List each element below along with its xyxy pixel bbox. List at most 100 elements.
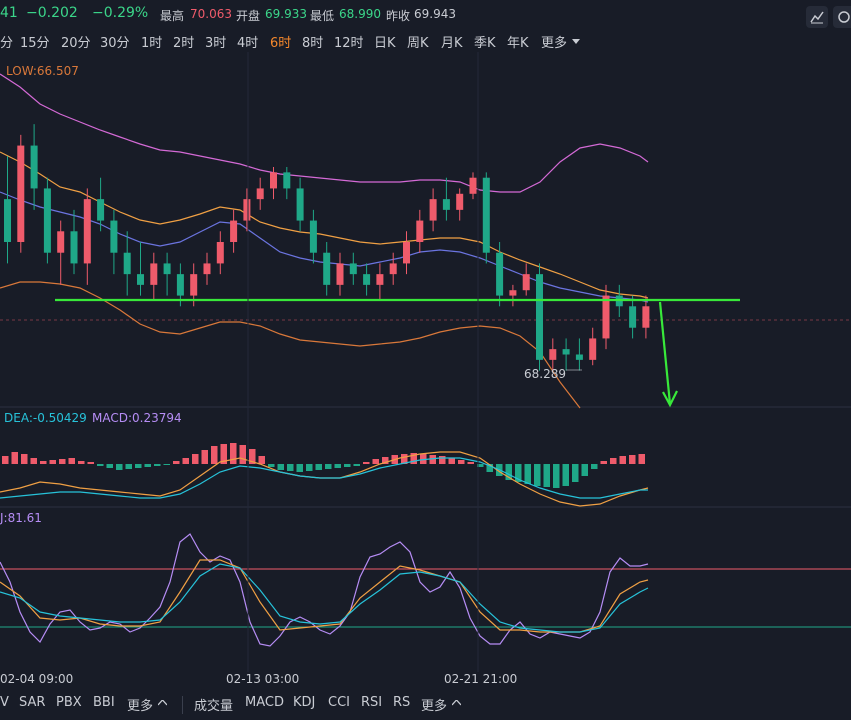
candle-body[interactable]: [522, 274, 530, 291]
period-2h[interactable]: 2时: [173, 36, 195, 51]
candle-body[interactable]: [57, 231, 65, 253]
period-year[interactable]: 年K: [507, 36, 529, 51]
candle-body[interactable]: [429, 199, 437, 221]
candle-body[interactable]: [83, 199, 91, 264]
period-6h[interactable]: 6时: [270, 36, 292, 51]
period-quarter[interactable]: 季K: [474, 36, 496, 51]
period-30m[interactable]: 30分: [100, 36, 130, 51]
candle-body[interactable]: [30, 145, 38, 189]
low-value: 68.990: [339, 7, 381, 21]
macd-bar: [629, 455, 636, 464]
candle-body[interactable]: [243, 199, 251, 221]
trend-arrow[interactable]: [658, 301, 672, 405]
candle-body[interactable]: [283, 172, 291, 189]
candle-body[interactable]: [110, 220, 118, 253]
candle-body[interactable]: [163, 263, 171, 275]
period-15m[interactable]: 15分: [20, 36, 50, 51]
tab-cci[interactable]: CCI: [328, 695, 350, 710]
kdj-d-line: [0, 563, 649, 633]
candle-body[interactable]: [496, 252, 504, 296]
candle-body[interactable]: [309, 220, 317, 253]
period-12h[interactable]: 12时: [334, 36, 364, 51]
candle-body[interactable]: [4, 199, 11, 242]
candle-body[interactable]: [469, 177, 477, 194]
chevron-up-icon: [452, 700, 461, 706]
tab-volume[interactable]: 成交量: [194, 699, 234, 714]
tab-bbi[interactable]: BBI: [93, 695, 115, 710]
period-4h[interactable]: 4时: [237, 36, 259, 51]
period-8h[interactable]: 8时: [302, 36, 324, 51]
candle-body[interactable]: [363, 274, 371, 285]
tab-rs[interactable]: RS: [393, 695, 411, 710]
macd-bar: [182, 458, 189, 464]
period-day[interactable]: 日K: [374, 36, 396, 51]
candle-body[interactable]: [549, 349, 557, 360]
arrow-head-icon: [662, 390, 678, 408]
time-label-1: 02-04 09:00: [0, 672, 73, 686]
candle-body[interactable]: [336, 263, 344, 285]
candle-body[interactable]: [416, 220, 424, 242]
candle-body[interactable]: [629, 306, 637, 328]
candle-body[interactable]: [376, 274, 384, 285]
tab-more-right[interactable]: 更多: [421, 699, 448, 714]
candle-body[interactable]: [203, 263, 211, 275]
candle-body[interactable]: [216, 242, 224, 264]
candle-body[interactable]: [43, 188, 51, 253]
tab-macd[interactable]: MACD: [245, 695, 284, 710]
candle-body[interactable]: [17, 145, 25, 242]
macd-bar: [49, 460, 56, 464]
candle-body[interactable]: [403, 242, 410, 264]
candle-body[interactable]: [575, 354, 583, 360]
period-20m[interactable]: 20分: [61, 36, 91, 51]
candle-body[interactable]: [150, 263, 158, 285]
period-week[interactable]: 周K: [407, 36, 429, 51]
macd-bar: [154, 464, 161, 466]
tab-kdj[interactable]: KDJ: [293, 695, 316, 710]
candle-body[interactable]: [296, 188, 304, 221]
tab-pbx[interactable]: PBX: [56, 695, 82, 710]
macd-bar: [268, 464, 275, 467]
tab-v[interactable]: V: [0, 695, 9, 710]
candle-body[interactable]: [256, 188, 264, 200]
dea-line: [0, 457, 648, 499]
candle-body[interactable]: [562, 349, 570, 355]
line-tool-button[interactable]: [806, 6, 828, 28]
candle-body[interactable]: [642, 306, 650, 328]
macd-bar: [515, 464, 522, 482]
tab-rsi[interactable]: RSI: [361, 695, 383, 710]
high-value: 70.063: [190, 7, 232, 21]
macd-bar: [306, 464, 313, 471]
period-month[interactable]: 月K: [441, 36, 463, 51]
chart-area[interactable]: LOW:66.507 68.289 DEA:-0.50429 MACD:0.23…: [0, 52, 851, 690]
candle-body[interactable]: [602, 295, 610, 339]
candle-body[interactable]: [270, 172, 277, 189]
candle-body[interactable]: [456, 193, 464, 210]
period-1h[interactable]: 1时: [141, 36, 163, 51]
tab-sar[interactable]: SAR: [19, 695, 46, 710]
macd-bar: [277, 464, 284, 470]
dif-line: [0, 451, 649, 507]
candle-body[interactable]: [442, 199, 450, 210]
period-1[interactable]: 分: [0, 36, 14, 51]
candle-body[interactable]: [389, 263, 397, 275]
candle-body[interactable]: [509, 290, 517, 296]
candle-body[interactable]: [190, 274, 198, 296]
candle-body[interactable]: [176, 274, 184, 296]
candle-body[interactable]: [123, 252, 131, 275]
candle-body[interactable]: [323, 252, 331, 285]
candle-body[interactable]: [97, 199, 105, 221]
candle-body[interactable]: [589, 338, 597, 360]
period-more[interactable]: 更多: [541, 36, 568, 51]
candle-body[interactable]: [137, 274, 144, 285]
candle-body[interactable]: [230, 220, 238, 242]
candle-body[interactable]: [349, 263, 357, 275]
tab-more-left[interactable]: 更多: [127, 699, 154, 714]
macd-bar: [591, 464, 598, 469]
candle-body[interactable]: [70, 231, 78, 264]
candle-body[interactable]: [536, 274, 543, 360]
macd-bar: [410, 453, 417, 464]
macd-bar: [78, 461, 85, 464]
candle-body[interactable]: [482, 177, 490, 253]
settings-button[interactable]: [833, 6, 851, 28]
period-3h[interactable]: 3时: [205, 36, 227, 51]
